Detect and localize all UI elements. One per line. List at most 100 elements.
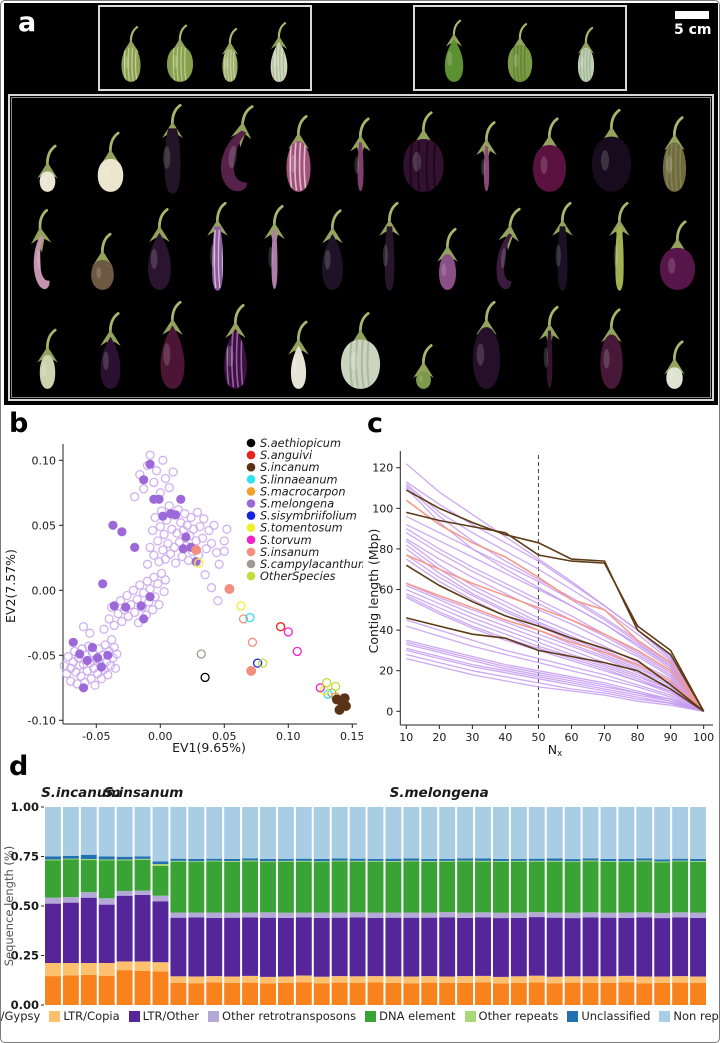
eggplant-fruit [321,209,343,291]
stacked-bar [600,807,617,1005]
stacked-bar [152,807,169,1005]
legend-label: Other repeats [478,1009,559,1023]
pca-legend: S.aethiopicumS.anguiviS.incanumS.linnaea… [246,437,363,583]
fruit-body [221,130,248,192]
pca-scatter-plot: -0.05 0.00 0.05 0.10 0.15 -0.10 -0.05 0.00 0.05 0… [3,437,363,755]
fruit-body [90,260,114,291]
legend-swatch [365,1010,377,1022]
legend-label: LTR/Copia [63,1009,120,1023]
stacked-bar [62,807,79,1005]
eggplant-fruit [224,303,247,389]
eggplant-fruit [538,305,560,388]
fruit-body [384,226,395,292]
svg-text:60: 60 [565,731,579,744]
legend-item: DNA element [365,1009,456,1023]
stacked-bar [331,807,348,1005]
svg-text:30: 30 [465,731,479,744]
svg-text:S.melongena: S.melongena [260,498,334,511]
fruit-body [33,236,50,290]
fruit-body [164,128,181,194]
eggplant-fruit [507,23,533,82]
eggplant-fruit [592,109,632,193]
stacked-bar [45,807,61,1005]
svg-text:0.10: 0.10 [32,454,57,467]
stacked-bar [528,807,545,1005]
stacked-bar [492,807,509,1005]
svg-text:0.50: 0.50 [11,899,39,913]
svg-text:S.insanum: S.insanum [260,546,319,559]
eggplant-fruit [436,228,458,291]
stacked-bar [295,807,312,1005]
svg-text:S.sisymbriifolium: S.sisymbriifolium [260,510,357,523]
stacked-bar [277,807,294,1005]
fruit-body [592,136,632,193]
panel-a-label: a [18,7,37,38]
svg-text:-0.10: -0.10 [28,714,56,727]
contig-lines-S-incanum [405,489,705,712]
fruit-body [271,230,278,290]
eggplant-fruit [90,233,114,291]
svg-text:0.15: 0.15 [340,730,363,743]
legend-label: DNA element [379,1009,456,1023]
fruit-body [438,254,456,291]
eggplant-fruit [379,202,401,292]
svg-text:100: 100 [693,731,714,744]
repeat-legend: LTR/Gypsy LTR/Copia LTR/Other Other retrotr… [1,1009,719,1023]
stacked-bar [170,807,187,1005]
legend-item: LTR/Copia [49,1009,120,1023]
svg-text:OtherSpecies: OtherSpecies [260,570,336,583]
svg-text:0.00: 0.00 [148,730,173,743]
legend-item: Other retrotransposons [208,1009,356,1023]
legend-swatch [464,1010,476,1022]
fruit-body [496,233,513,290]
svg-text:40: 40 [379,624,393,637]
repeat-composition-plot: 0.00 0.25 0.50 0.75 1.00 Sequence length (%) S… [2,785,706,1011]
svg-text:S.insanum: S.insanum [104,785,184,801]
fruit-body [290,345,306,389]
fruit-body [403,139,444,193]
svg-text:Nx: Nx [548,742,562,756]
eggplant-fruit [609,202,631,292]
svg-text:120: 120 [372,462,393,475]
fruit-body [666,367,683,389]
fruit-body [546,330,552,388]
eggplant-fruit [31,209,52,290]
svg-text:0.25: 0.25 [11,949,39,963]
svg-text:50: 50 [531,731,545,744]
stacked-bar [654,807,671,1005]
svg-text:EV2(7.57%): EV2(7.57%) [3,549,18,623]
svg-text:80: 80 [631,731,645,744]
legend-label: LTR/Other [142,1009,200,1023]
fruit-body [472,326,500,389]
svg-text:EV1(9.65%): EV1(9.65%) [172,740,246,755]
fruit-row [16,298,706,394]
legend-label: Non repetitive [673,1009,719,1023]
stacked-bar [618,807,635,1005]
inset-box-1 [98,5,312,91]
svg-text:80: 80 [379,543,393,556]
stacked-bar [690,807,706,1005]
svg-text:S.aethiopicum: S.aethiopicum [260,437,341,450]
legend-label: Unclassified [581,1009,651,1023]
eggplant-fruit [99,311,121,389]
stacked-bar [421,807,438,1005]
stacked-bar [349,807,366,1005]
svg-text:S.torvum: S.torvum [260,534,312,547]
stacked-bar [672,807,689,1005]
panel-a: a 5 cm [4,3,718,405]
svg-text:0: 0 [386,705,393,718]
eggplant-fruit [162,104,184,194]
svg-text:70: 70 [598,731,612,744]
eggplant-fruit [206,202,228,292]
eggplant-fruit [600,308,623,389]
svg-text:S.tomentosum: S.tomentosum [260,522,343,535]
scale-bar-line [675,11,709,19]
legend-item: Non repetitive [659,1009,719,1023]
stacked-bar [475,807,491,1005]
eggplant-fruit [167,24,194,82]
legend-label: Other retrotransposons [222,1009,357,1023]
stacked-bar [636,807,653,1005]
svg-text:-0.05: -0.05 [82,730,110,743]
legend-swatch [659,1010,671,1022]
